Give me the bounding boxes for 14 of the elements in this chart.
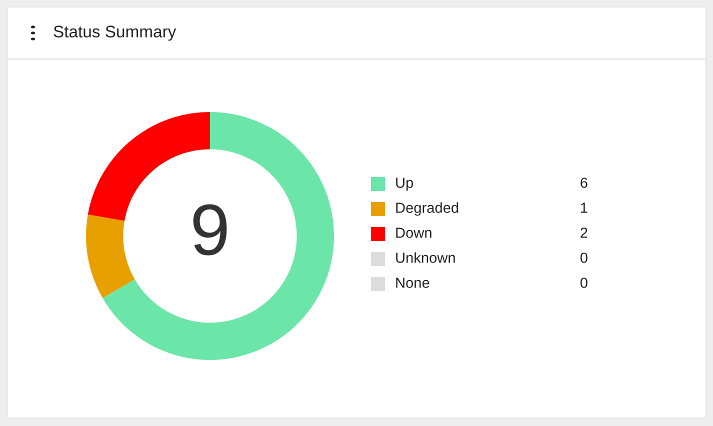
legend-label: Degraded [396, 202, 458, 216]
data-label: 6 [580, 178, 588, 188]
legend-label: None [396, 278, 430, 288]
text: 9 [193, 204, 227, 256]
legend-label: Unknown [396, 252, 455, 263]
legend-label: Down [396, 228, 432, 238]
data-label: 1 [581, 202, 588, 213]
chart-title: Status Summary [54, 26, 176, 41]
donut-slice [102, 112, 334, 360]
donut-slice [86, 214, 135, 298]
legend-label: Up [396, 178, 414, 191]
text: 0 [580, 278, 588, 288]
data-label: 2 [580, 228, 588, 238]
text: 0 [580, 252, 588, 263]
